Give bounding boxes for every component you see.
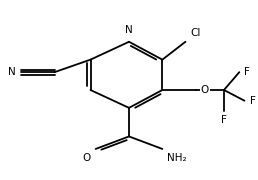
Text: N: N [125, 25, 133, 35]
Text: F: F [221, 115, 227, 125]
Text: N: N [8, 67, 16, 77]
Text: F: F [249, 96, 255, 106]
Text: O: O [82, 152, 91, 163]
Text: Cl: Cl [191, 28, 201, 38]
Text: O: O [201, 85, 209, 95]
Text: NH₂: NH₂ [167, 152, 187, 163]
Text: F: F [245, 67, 250, 77]
